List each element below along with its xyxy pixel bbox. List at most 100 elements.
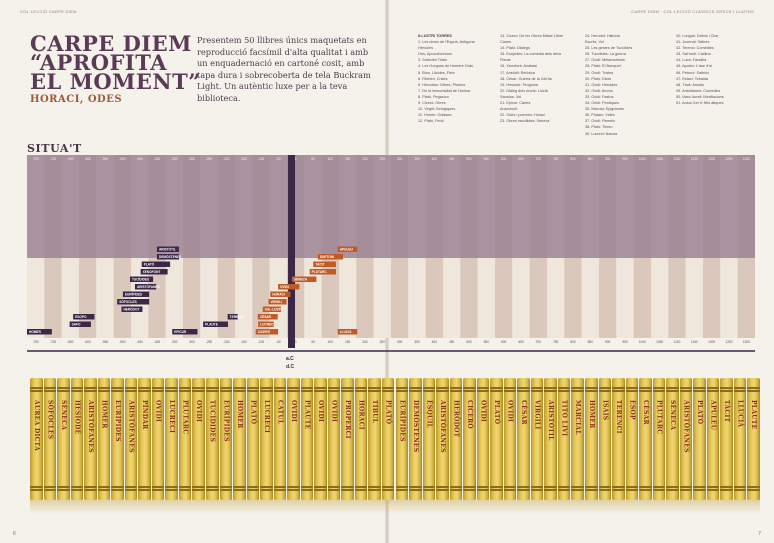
book-spine-title: PÍNDAR (141, 400, 149, 430)
timeline-bar (255, 329, 279, 335)
timeline-tick-bottom: 200 (362, 340, 368, 344)
timeline-bar (117, 299, 150, 305)
book-spine: CÈSAR (517, 378, 530, 500)
timeline-bar-label: SÈNECA (294, 277, 308, 282)
book-list-item: 36. Plutarc: Vides (585, 113, 615, 118)
book-spine: ISAIS (598, 378, 612, 500)
book-spine-title: MARCIAL (574, 400, 582, 435)
book-list-item: 7. De la immortalitat de l'ànima (418, 88, 471, 93)
book-spine: TUCÍDIDES (205, 378, 219, 500)
book-spine: TERENCI (612, 378, 625, 500)
book-spine-title: HOMER (100, 400, 108, 429)
book-spine-title: PROPERCI (344, 400, 352, 439)
book-spine-title: HOMER (587, 400, 595, 429)
book-spine-title: TERENCI (614, 400, 622, 434)
timeline-tick-top: -150 (240, 157, 247, 161)
timeline-bar-label: ESOPO (75, 315, 87, 319)
timeline-bar (278, 284, 300, 290)
timeline-bar-label: PLUTARC (312, 270, 328, 274)
timeline-bar-label: ARISTÒTIL (159, 247, 176, 252)
book-spine: OVIDI (476, 378, 490, 500)
timeline-tick-top: 1050 (656, 157, 663, 161)
book-spine: PLATÓ (490, 378, 503, 500)
book-list-item: 47. Estaci: Tebaida (676, 76, 709, 81)
timeline-bar-label: CÈSAR (260, 314, 272, 319)
era-label-ad: d.C (286, 364, 294, 370)
book-spine-title: TUCÍDIDES (208, 400, 216, 443)
book-list-item: 35. Marcial: Epigrames (585, 107, 624, 112)
book-spine-title: EURÍPIDES (113, 400, 121, 442)
timeline-bar (309, 269, 336, 275)
book-spine-title: ARISTÒFANES (86, 400, 94, 453)
timeline-tick-bottom: -600 (84, 340, 91, 344)
timeline-tick-bottom: -500 (119, 340, 126, 344)
book-spine: LLUCIÀ (733, 378, 747, 500)
timeline-bar (27, 329, 52, 335)
timeline-tick-top: 450 (449, 157, 455, 161)
book-spine-title: PLATÓ (249, 400, 257, 425)
timeline-tick-bottom: -100 (258, 340, 265, 344)
timeline-tick-bottom: 900 (605, 340, 611, 344)
timeline-tick-bottom: 1150 (691, 340, 698, 344)
book-list-item: 45. Apuleu: L'ase d'or (676, 64, 713, 69)
timeline-bar-label: CICERÓ (258, 329, 271, 334)
book-list-item: 37. Ovidi: Remeis (585, 119, 615, 124)
book-list-item: Anacreont (500, 107, 518, 112)
timeline-bar-label: VIRGILI (270, 300, 282, 304)
book-spine: ARISTÒFANES (436, 378, 449, 500)
book-list-item: 6. Herodoto: Olives, Plutons (418, 82, 466, 87)
book-list-col-3: 24. Herodot: Història Escrits, Vol 25. Les… (585, 33, 632, 137)
timeline-tick-bottom: -450 (136, 340, 143, 344)
book-list-item: 50. Marc Aureli: Meditacions (676, 94, 724, 99)
book-spine-title: HORACI (357, 400, 365, 430)
book-spine-title: OVIDI (479, 400, 487, 423)
book-spine: SÈNECA (666, 378, 679, 500)
timeline-tick-bottom: 500 (466, 340, 472, 344)
book-list-item: 13. Cicero: De les Obres Mitiae Llibre (500, 34, 564, 38)
timeline-tick-bottom: 250 (380, 340, 386, 344)
book-spine: HOMER (97, 378, 111, 500)
timeline-tick-bottom: 400 (432, 340, 438, 344)
timeline-bar-label: LUCRECI (260, 323, 274, 327)
timeline-tick-bottom: -700 (50, 340, 57, 344)
timeline-tick-bottom: -750 (32, 340, 39, 344)
timeline-bar-label: EURÍPIDES (125, 292, 142, 297)
book-spine-title: PLUTARC (181, 400, 189, 435)
book-list-col-2: 13. Cicero: De les Obres Mitiae Llibre Cl… (500, 33, 563, 124)
book-spine-title: ARISTÒTIL (547, 400, 555, 441)
book-spine-title: TÀCIT (723, 400, 731, 423)
book-spine: TÀCIT (720, 378, 733, 500)
book-spine: OVIDI (151, 378, 165, 500)
timeline-tick-top: 1000 (639, 157, 646, 161)
timeline-tick-top: -450 (136, 157, 143, 161)
book-spine: CICERÓ (463, 378, 476, 500)
timeline-tick-bottom: -250 (206, 340, 213, 344)
timeline-bar (337, 246, 358, 252)
timeline-bar (69, 321, 91, 327)
timeline-tick-bottom: 700 (536, 340, 542, 344)
timeline-upper-band (27, 155, 755, 258)
book-list-item: 41. Juvenal: Sàtires (676, 40, 710, 45)
book-list-item: 25. Les gestes de Tucídides (585, 46, 633, 51)
book-spine: ESOP (625, 378, 639, 500)
book-list-item: 33. Ovidi: Fastos (585, 94, 614, 99)
book-list-item: 28. Plató: El Banquet (585, 64, 621, 69)
book-spine-title: PLATÓ (493, 400, 501, 425)
book-spine: ARISTÒFANES (124, 378, 138, 500)
book-list-heading: ILLUSTRI TORRES (418, 34, 452, 38)
book-list-item: 3. Sofocles Trials (418, 58, 447, 63)
book-spine: OVIDI (327, 378, 341, 500)
book-list-item: 10. Virgili: Geòrgiques (418, 107, 456, 112)
timeline-bar-label: TERENCI (230, 315, 244, 319)
book-list-item: 16. Xenofont: Anabasi (500, 64, 538, 69)
book-spine: EURÍPIDES (395, 378, 409, 500)
timeline-tick-bottom: 950 (622, 340, 628, 344)
timeline-tick-bottom: 50 (311, 340, 315, 344)
book-spine-title: CÈSAR (520, 400, 528, 425)
timeline-bar (258, 321, 274, 327)
book-list-item: Ons, Apocolocíntosi (418, 52, 452, 57)
page-number-left: 6 (13, 531, 16, 537)
book-list-item: Clares (500, 40, 511, 45)
book-list-item: 30. Plató: Estat (585, 76, 611, 81)
